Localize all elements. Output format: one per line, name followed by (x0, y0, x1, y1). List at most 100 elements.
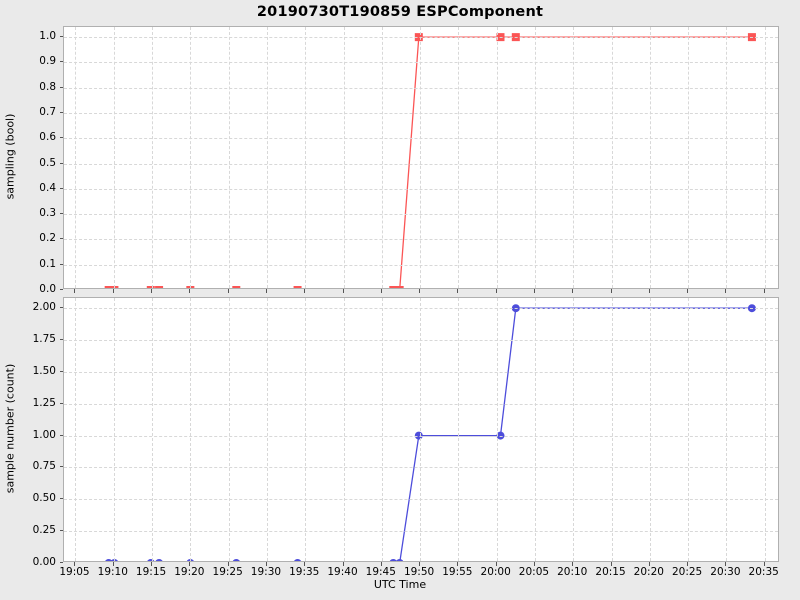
x-tick-label: 19:40 (327, 566, 358, 578)
x-tick-mark (151, 562, 153, 566)
y-tick-label: 0.5 (39, 156, 56, 169)
x-tick-mark (687, 562, 689, 566)
x-tick-mark (151, 289, 153, 293)
y-tick-label: 0.1 (39, 257, 56, 270)
y-tick-label: 1.25 (32, 396, 56, 409)
x-tick-mark (227, 289, 229, 293)
x-tick-label: 19:35 (289, 566, 320, 578)
x-tick-label: 19:10 (97, 566, 128, 578)
y-tick-mark (59, 86, 63, 88)
data-point-marker (395, 286, 404, 288)
data-point-marker (232, 286, 241, 288)
data-point-marker (104, 286, 113, 288)
data-point-marker (155, 286, 164, 288)
x-tick-mark (304, 562, 306, 566)
x-tick-label: 19:05 (59, 566, 90, 578)
x-tick-label: 20:15 (595, 566, 626, 578)
y-tick-mark (59, 289, 63, 290)
y-axis-ticks-top: 0.0 0.1 0.2 0.3 0.4 0.5 0.6 0.7 0.8 0.9 1.0 (0, 0, 56, 600)
x-tick-mark (495, 562, 497, 566)
data-point-marker (747, 33, 756, 42)
x-tick-mark (304, 289, 306, 293)
x-tick-mark (419, 289, 421, 293)
x-tick-mark (648, 289, 650, 293)
y-tick-label: 0.25 (32, 524, 56, 537)
x-tick-mark (380, 562, 382, 566)
x-tick-mark (112, 289, 114, 293)
y-tick-mark (59, 370, 63, 372)
x-tick-mark (419, 562, 421, 566)
data-point-marker (146, 286, 155, 288)
x-tick-label: 19:55 (442, 566, 473, 578)
y-tick-mark (59, 162, 63, 164)
data-point-marker (110, 559, 118, 561)
y-tick-label: 0.4 (39, 181, 56, 194)
data-point-marker (496, 431, 505, 440)
x-tick-mark (380, 289, 382, 293)
y-tick-label: 1.0 (39, 30, 56, 43)
data-point-marker (511, 304, 520, 313)
y-tick-mark (59, 498, 63, 500)
x-tick-mark (457, 562, 459, 566)
x-tick-mark (687, 289, 689, 293)
x-tick-mark (725, 289, 727, 293)
x-tick-mark (342, 562, 344, 566)
y-tick-mark (59, 36, 63, 38)
data-point-marker (155, 559, 163, 561)
series-line (399, 307, 752, 561)
x-tick-mark (74, 562, 76, 566)
x-tick-label: 20:25 (671, 566, 703, 578)
x-tick-mark (763, 289, 765, 293)
x-tick-mark (648, 562, 650, 566)
y-tick-mark (59, 137, 63, 139)
plot-area-sample-number[interactable] (63, 297, 779, 562)
y-tick-mark (59, 187, 63, 189)
y-tick-mark (59, 111, 63, 113)
data-point-marker (186, 286, 195, 288)
x-tick-label: 20:35 (748, 566, 779, 578)
x-tick-label: 20:00 (480, 566, 511, 578)
y-tick-mark (59, 466, 63, 468)
data-point-marker (105, 559, 113, 561)
x-axis-label: UTC Time (373, 578, 427, 591)
x-tick-label: 20:10 (557, 566, 588, 578)
x-tick-label: 19:50 (403, 566, 435, 578)
plot-area-sampling-bool[interactable] (63, 26, 779, 289)
x-tick-mark (610, 562, 612, 566)
y-tick-label: 0.50 (32, 492, 56, 505)
x-tick-mark (763, 562, 765, 566)
y-tick-label: 0.3 (39, 207, 56, 220)
x-tick-label: 19:20 (174, 566, 205, 578)
x-tick-label: 20:30 (710, 566, 741, 578)
y-tick-mark (59, 562, 63, 563)
x-tick-mark (265, 289, 267, 293)
data-point-marker (294, 559, 302, 561)
x-tick-mark (189, 562, 191, 566)
data-point-marker (232, 559, 240, 561)
x-tick-mark (227, 562, 229, 566)
x-tick-mark (457, 289, 459, 293)
y-tick-mark (59, 263, 63, 265)
data-point-marker (389, 559, 397, 561)
x-tick-label: 19:45 (365, 566, 396, 578)
x-tick-mark (533, 562, 535, 566)
y-tick-label: 0.2 (39, 232, 56, 245)
x-tick-mark (725, 562, 727, 566)
y-tick-label: 0.0 (39, 283, 56, 295)
data-point-marker (496, 33, 505, 42)
x-tick-mark (189, 289, 191, 293)
data-point-marker (511, 33, 520, 42)
page-title: 20190730T190859 ESPComponent (256, 4, 544, 20)
y-tick-label: 0.75 (32, 460, 56, 473)
y-tick-mark (59, 339, 63, 341)
y-tick-mark (59, 530, 63, 532)
data-point-marker (389, 286, 398, 288)
y-tick-label: 2.00 (32, 301, 56, 314)
y-tick-label: 0.8 (39, 80, 56, 93)
data-point-marker (186, 559, 194, 561)
x-tick-mark (495, 289, 497, 293)
x-tick-label: 19:15 (135, 566, 167, 578)
y-tick-mark (59, 307, 63, 309)
y-tick-label: 1.50 (32, 364, 56, 377)
